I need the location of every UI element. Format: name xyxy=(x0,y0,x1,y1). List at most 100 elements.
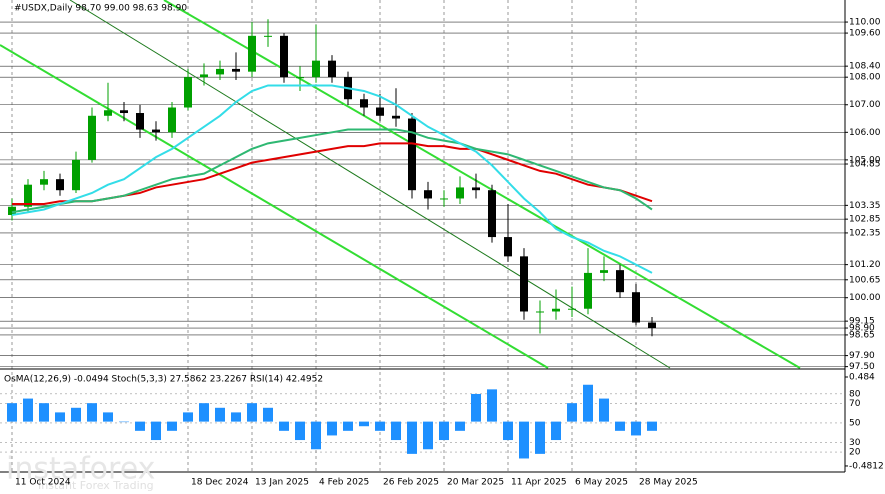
candle-body xyxy=(424,190,432,199)
osma-bar xyxy=(647,421,657,431)
candle-body xyxy=(24,184,32,207)
osma-bar xyxy=(375,421,385,431)
x-tick-label: 11 Apr 2025 xyxy=(511,478,567,488)
osma-bar xyxy=(263,407,273,422)
x-tick-label: 4 Feb 2025 xyxy=(319,478,369,488)
y-tick-label: -0.4812 xyxy=(849,461,884,471)
candle-body xyxy=(104,110,112,116)
trend-line xyxy=(163,0,801,369)
osma-bar xyxy=(423,421,433,450)
trend-line xyxy=(69,0,671,369)
osma-bar xyxy=(487,389,497,422)
y-tick-label: 100.65 xyxy=(849,275,881,285)
candle-body xyxy=(360,99,368,108)
osma-bar xyxy=(55,412,65,422)
y2-tick-label: 30 xyxy=(849,438,861,448)
ma-line xyxy=(11,128,653,214)
candle-body xyxy=(392,115,400,119)
osma-bar xyxy=(519,421,529,459)
candle-body xyxy=(8,206,16,216)
candle-body xyxy=(312,60,320,78)
candle-body xyxy=(616,270,624,293)
candle-body xyxy=(472,187,480,191)
y-tick-label: 103.35 xyxy=(849,201,881,211)
osma-bar xyxy=(215,407,225,422)
x-tick-label: 11 Oct 2024 xyxy=(15,478,71,488)
osma-bar xyxy=(583,384,593,422)
y2-tick-label: 20 xyxy=(849,448,861,458)
x-tick-label: 28 May 2025 xyxy=(639,478,698,488)
osma-bar xyxy=(631,421,641,436)
candle-body xyxy=(376,107,384,116)
y-tick-label: 108.40 xyxy=(849,62,881,72)
y-tick-label: 108.00 xyxy=(849,73,881,83)
osma-bar xyxy=(359,421,369,427)
candle-body xyxy=(552,308,560,312)
candle-body xyxy=(152,129,160,133)
y-tick-label: 109.60 xyxy=(849,29,881,39)
candle-body xyxy=(72,159,80,191)
x-tick-label: 13 Jan 2025 xyxy=(255,478,309,488)
osma-bar xyxy=(7,403,17,422)
osma-bar xyxy=(327,421,337,436)
osma-bar xyxy=(535,421,545,454)
candle-body xyxy=(200,74,208,78)
watermark: instaforex xyxy=(6,452,155,487)
y-tick-label: 102.85 xyxy=(849,215,881,225)
candle-body xyxy=(88,115,96,160)
osma-bar xyxy=(87,403,97,422)
x-tick-label: 6 May 2025 xyxy=(575,478,628,488)
osma-bar xyxy=(247,403,257,422)
osma-bar xyxy=(599,398,609,422)
y-tick-label: 101.20 xyxy=(849,260,881,270)
y2-tick-label: 70 xyxy=(849,399,861,409)
osma-bar xyxy=(183,412,193,422)
candle-body xyxy=(328,60,336,78)
candle-body xyxy=(408,118,416,191)
y-tick-label: 104.85 xyxy=(849,160,881,170)
y-tick-label: 106.00 xyxy=(849,128,881,138)
y-tick-label: 97.90 xyxy=(849,351,875,361)
osma-bar xyxy=(615,421,625,431)
x-tick-label: 18 Dec 2024 xyxy=(191,478,249,488)
osma-bar xyxy=(71,407,81,422)
osma-bar xyxy=(343,421,353,431)
y-tick-label: 0.484 xyxy=(849,373,875,383)
osma-bar xyxy=(231,412,241,422)
osma-bar xyxy=(295,421,305,441)
osma-bar xyxy=(391,421,401,441)
candle-body xyxy=(536,311,544,313)
candle-body xyxy=(120,110,128,114)
candle-body xyxy=(648,322,656,329)
y-tick-label: 110.00 xyxy=(849,18,881,28)
candle-body xyxy=(280,35,288,78)
marks-layer xyxy=(7,19,657,459)
osma-bar xyxy=(119,421,129,423)
osma-bar xyxy=(471,393,481,422)
grid-layer xyxy=(0,0,845,472)
y-tick-label: 98.90 xyxy=(849,324,875,334)
candle-body xyxy=(248,35,256,72)
candle-body xyxy=(520,256,528,312)
y-tick-label: 107.00 xyxy=(849,100,881,110)
candle-body xyxy=(136,113,144,130)
osma-bar xyxy=(503,421,513,441)
y2-tick-label: 50 xyxy=(849,418,861,428)
osma-bar xyxy=(311,421,321,450)
indicator-title: OsMA(12,26,9) -0.0494 Stoch(5,3,3) 27.58… xyxy=(4,375,323,385)
ma-line xyxy=(11,84,653,274)
y-tick-label: 105.00 xyxy=(849,155,881,165)
y-tick-label: 97.50 xyxy=(849,362,875,372)
y-tick-label: 98.65 xyxy=(849,330,875,340)
osma-bar xyxy=(23,398,33,422)
osma-bar xyxy=(439,421,449,441)
candle-body xyxy=(216,68,224,75)
candle-body xyxy=(504,237,512,257)
candle-body xyxy=(568,308,576,310)
y-tick-label: 99.15 xyxy=(849,317,875,327)
osma-bar xyxy=(279,421,289,431)
osma-bar xyxy=(151,421,161,441)
